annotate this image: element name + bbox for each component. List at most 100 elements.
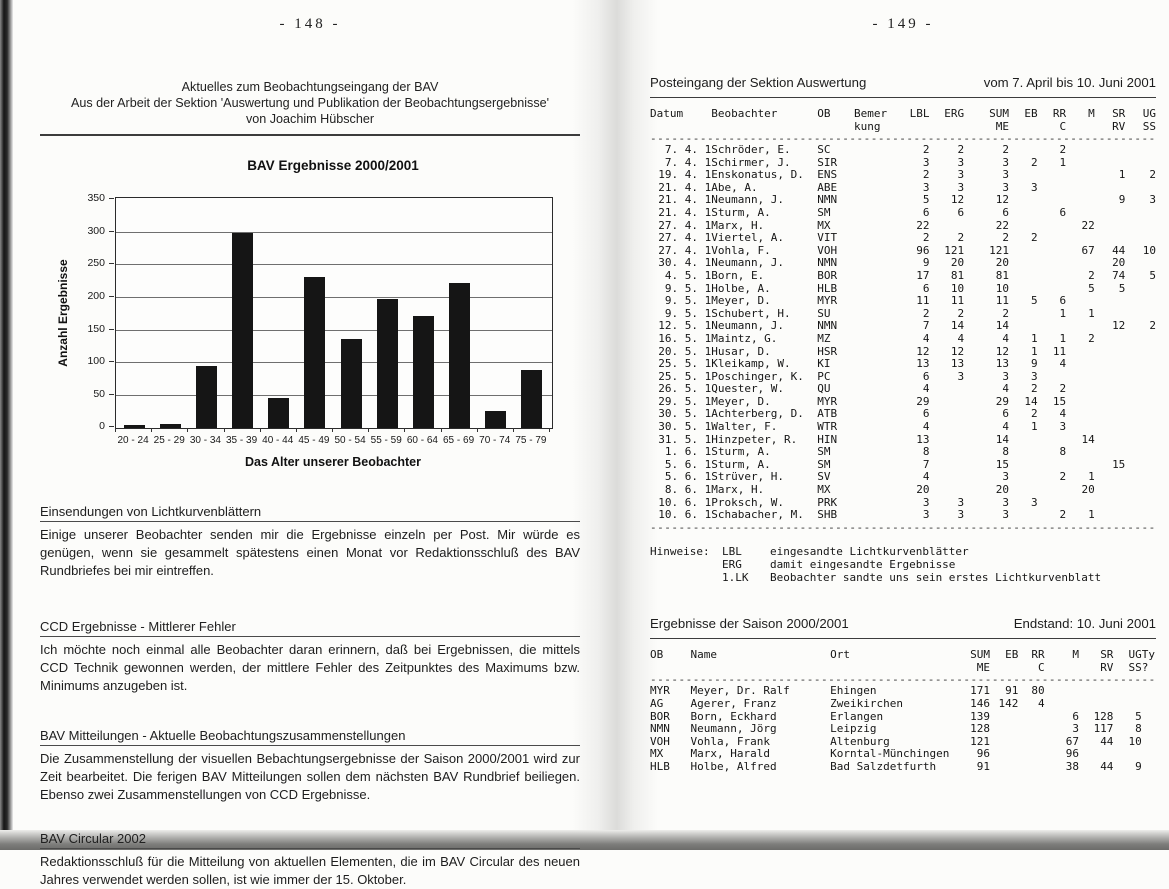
column-header: OB — [650, 648, 664, 662]
cell: 4 — [1038, 698, 1045, 711]
cell: MX — [817, 219, 831, 232]
cell — [929, 383, 964, 396]
table-row: 27. 4. 1 Viertel, A. VIT 2 2 2 2 — [650, 232, 1156, 245]
cell — [1125, 484, 1156, 497]
cell — [1113, 698, 1141, 711]
x-tick-label: 30 - 34 — [189, 435, 221, 447]
cell: 38 — [1065, 760, 1080, 773]
y-tick-mark — [109, 296, 114, 298]
cell — [1009, 434, 1038, 447]
cell: 2 — [1149, 169, 1156, 182]
section-heading: BAV Circular 2002 — [40, 831, 146, 847]
cell: 1 — [1030, 345, 1038, 358]
cell: 2 — [1059, 144, 1067, 156]
cell: 171 — [970, 685, 990, 698]
cell: 91 — [1005, 685, 1019, 698]
cell — [1125, 459, 1156, 472]
bar-chart: Anzahl Ergebnisse 0 50 100 150 200 250 300 350 2… — [40, 177, 580, 477]
header-rule — [40, 134, 580, 137]
cell: 10 — [995, 282, 1010, 295]
page-number: - 149 - — [872, 16, 934, 32]
cell: 91 — [976, 760, 990, 773]
cell: MX — [817, 484, 831, 497]
cell: 12 — [1112, 320, 1126, 333]
chart-bar — [304, 276, 326, 429]
cell — [1066, 257, 1095, 270]
hinweise-label — [650, 558, 722, 571]
chart-bar — [195, 366, 217, 429]
cell — [929, 446, 964, 459]
cell: MYR — [650, 685, 670, 698]
table-row: 27. 4. 1 Marx, H. MX 22 22 22 — [650, 220, 1156, 233]
cell — [1125, 446, 1156, 459]
cell — [1125, 207, 1156, 220]
table-header-row: Datum Beobachter OB Bemer kung LBL ERG SUM… — [650, 107, 1156, 133]
cell — [1009, 471, 1038, 484]
cell: Marx, Harald — [690, 748, 770, 761]
cell: 8. 6. 1 — [664, 484, 712, 497]
table-row: 21. 4. 1 Sturm, A. SM 6 6 6 6 — [650, 207, 1156, 220]
dashed-separator: ----------------------------------------… — [650, 521, 1156, 533]
x-tick-label: 35 - 39 — [226, 435, 258, 447]
cell — [1038, 220, 1067, 233]
table-row: 7. 4. 1 Schirmer, J. SIR 3 3 3 2 1 — [650, 157, 1156, 170]
cell: 80 — [1031, 685, 1045, 698]
gridline — [116, 231, 552, 233]
cell — [1018, 761, 1044, 774]
cell — [854, 421, 899, 434]
cell — [1095, 232, 1126, 245]
cell — [929, 408, 964, 421]
ergebnisse-header: Ergebnisse der Saison 2000/2001 Endstand… — [650, 616, 1156, 631]
cell — [929, 459, 964, 472]
cell: 3 — [1002, 509, 1010, 522]
cell — [854, 182, 899, 195]
cell — [1009, 257, 1038, 270]
column-header: RR C — [1052, 107, 1067, 133]
cell: 9. 5. 1 — [664, 295, 712, 308]
cell: 10. 6. 1 — [658, 509, 712, 522]
chart-bar — [268, 397, 290, 429]
cell: Bad Salzdetfurth — [830, 760, 937, 773]
x-tick-mark — [332, 428, 333, 433]
cell: 7 — [922, 458, 930, 471]
cell: SM — [817, 458, 831, 471]
cell: SU — [817, 307, 831, 320]
cell — [1066, 408, 1095, 421]
y-tick-mark — [109, 426, 114, 428]
cell: 4 — [1002, 383, 1010, 396]
x-tick-label: 50 - 54 — [334, 435, 366, 447]
cell: Maintz, G. — [711, 332, 778, 345]
cell — [1095, 371, 1126, 384]
cell: 11 — [950, 295, 965, 308]
cell: 3 — [957, 181, 965, 194]
x-tick-label: 75 - 79 — [515, 435, 547, 447]
table-row: 9. 5. 1 Meyer, D. MYR 11 11 11 5 6 — [650, 295, 1156, 308]
cell: 44 — [1112, 244, 1126, 257]
cell: 27. 4. 1 — [658, 244, 712, 257]
cell: 3 — [1059, 421, 1067, 434]
y-tick-label: 0 — [99, 420, 105, 433]
cell — [1009, 169, 1038, 182]
cell: 8 — [922, 446, 930, 459]
hinweise-key: 1.LK — [722, 571, 749, 585]
cell: 128 — [1093, 710, 1114, 723]
cell: 27. 4. 1 — [658, 232, 712, 245]
chart-bar — [123, 425, 145, 429]
y-tick-label: 50 — [93, 387, 105, 400]
section-einsendungen: Einsendungen von Lichtkurvenblättern Ein… — [40, 504, 580, 579]
x-tick-mark — [295, 428, 297, 433]
cell: 67 — [1065, 735, 1080, 748]
cell: 2 — [1059, 383, 1067, 396]
cell — [1066, 446, 1095, 459]
cell: 1 — [1088, 471, 1095, 484]
cell: HLB — [650, 760, 670, 773]
cell — [1066, 295, 1095, 308]
cell — [1095, 333, 1126, 346]
cell — [1009, 245, 1038, 258]
cell — [854, 346, 899, 359]
cell — [1095, 509, 1126, 522]
cell — [1066, 383, 1095, 396]
x-tick-label: 60 - 64 — [406, 435, 438, 447]
cell — [929, 220, 964, 233]
cell: 142 — [998, 698, 1019, 711]
